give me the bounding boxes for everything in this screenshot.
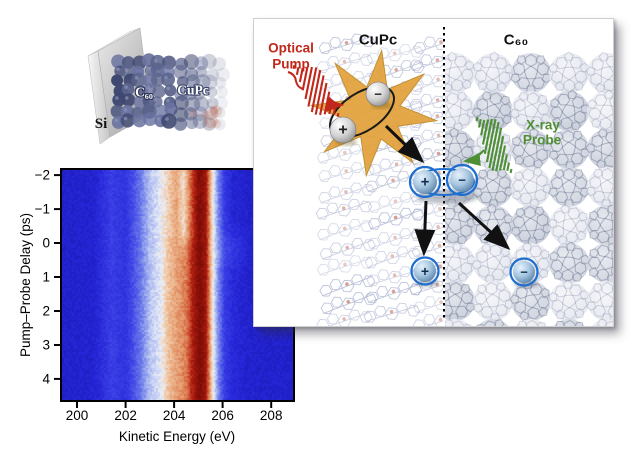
xray-probe-label-line1: X-ray — [526, 118, 560, 133]
ct-hole-sign: + — [421, 174, 430, 191]
separated-hole-sign: + — [421, 263, 429, 279]
ct-pair: + − — [408, 163, 479, 199]
ct-electron-sign: − — [458, 173, 466, 188]
c60-layer-spheres — [110, 53, 178, 129]
c60-ball — [511, 91, 551, 131]
separated-electron: − — [509, 257, 539, 287]
optical-pump-label-line2: Pump — [272, 57, 310, 72]
x-tick-label: 200 — [66, 408, 89, 423]
c60-region-label: C₆₀ — [504, 32, 528, 49]
cupc-region-label: CuPc — [359, 32, 397, 49]
si-substrate-label: Si — [95, 116, 108, 132]
probe-arrow — [462, 149, 485, 166]
c60-molecule-background — [445, 43, 613, 326]
separated-hole: + — [410, 256, 440, 286]
ct-hole-sphere — [413, 170, 437, 194]
c60-ball — [587, 53, 613, 93]
mechanism-panel: − + + − — [253, 18, 614, 327]
electron-transfer-arrow — [457, 201, 511, 251]
c60-layer-label: C₆₀ — [135, 85, 153, 100]
y-tick-label: 0 — [42, 236, 50, 251]
y-axis-label: Pump–Probe Delay (ps) — [18, 213, 33, 357]
y-axis-ticks: −2 −1 0 1 2 3 4 — [35, 168, 61, 386]
c60-ball — [591, 319, 613, 326]
c60-ball — [549, 53, 589, 93]
cupc-layer-spheres — [173, 53, 230, 131]
xray-probe-label-line2: Probe — [523, 133, 562, 148]
cupc-layer-label: CuPc — [177, 83, 209, 98]
hole-transfer-arrow — [414, 200, 436, 257]
x-tick-label: 208 — [260, 408, 283, 423]
ct-electron-sphere — [450, 168, 474, 192]
c60-ball — [445, 205, 475, 245]
sample-schematic: Si C₆₀ CuPc — [87, 27, 230, 145]
exciton-electron: − — [365, 81, 391, 107]
y-tick-label: 4 — [42, 371, 50, 386]
c60-ball — [511, 129, 551, 169]
excitation-star — [309, 48, 439, 178]
exciton-hole-sign: + — [338, 122, 347, 139]
y-tick-label: 3 — [42, 338, 50, 353]
separated-electron-sign: − — [520, 265, 528, 280]
c60-ball — [511, 53, 551, 93]
y-tick-label: −2 — [35, 168, 50, 183]
c60-ball — [445, 91, 475, 131]
exciton-electron-sign: − — [374, 87, 382, 102]
exciton-to-interface-arrow — [384, 124, 425, 164]
pump-arrow — [326, 96, 345, 112]
x-tick-label: 202 — [114, 408, 137, 423]
exciton-hole: + — [329, 116, 357, 144]
xray-probe-pulse — [475, 116, 513, 174]
ct-electron-ring — [445, 163, 479, 197]
optical-pump-label-line1: Optical — [268, 41, 314, 56]
x-axis-label: Kinetic Energy (eV) — [119, 429, 235, 444]
y-tick-label: −1 — [35, 202, 50, 217]
x-tick-label: 206 — [211, 408, 234, 423]
c60-ball — [549, 167, 589, 207]
y-tick-label: 1 — [42, 270, 50, 285]
x-tick-label: 204 — [163, 408, 186, 423]
c60-ball — [445, 243, 475, 283]
pump-entry-squiggle — [287, 71, 304, 90]
ct-hole-ring — [408, 165, 442, 199]
x-axis-ticks: 200 202 204 206 208 — [66, 401, 283, 423]
y-tick-label: 2 — [42, 304, 50, 319]
